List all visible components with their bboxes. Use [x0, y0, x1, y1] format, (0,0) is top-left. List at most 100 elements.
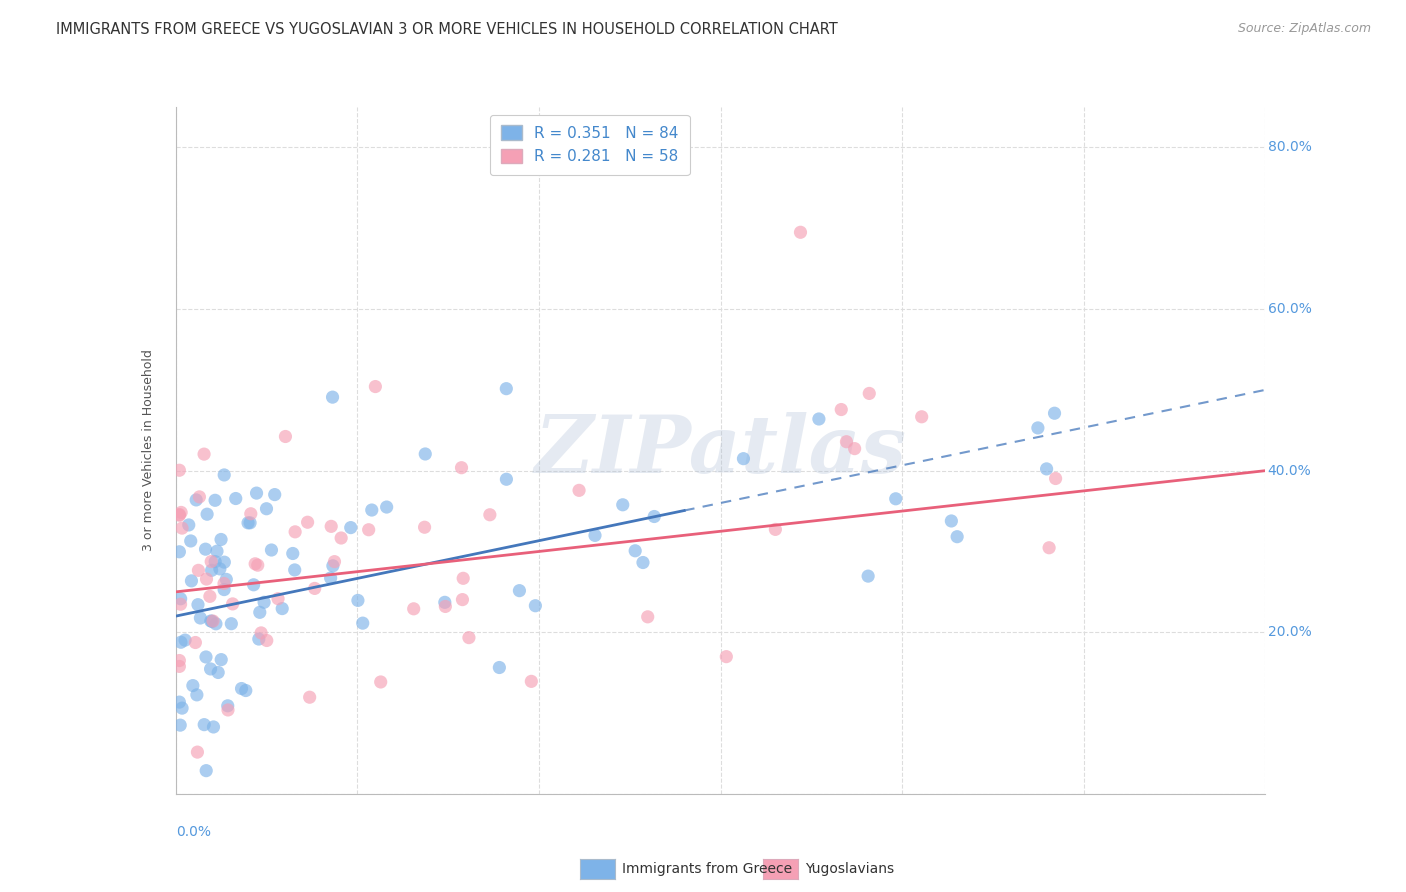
- Point: [174, 633, 197, 648]
- Point: [198, 590, 221, 604]
- Point: [568, 483, 591, 498]
- Point: [413, 447, 436, 461]
- Text: IMMIGRANTS FROM GREECE VS YUGOSLAVIAN 3 OR MORE VEHICLES IN HOUSEHOLD CORRELATIO: IMMIGRANTS FROM GREECE VS YUGOSLAVIAN 3 …: [56, 22, 838, 37]
- Point: [215, 573, 238, 587]
- Point: [263, 487, 285, 501]
- Point: [364, 379, 387, 393]
- Point: [200, 555, 222, 569]
- Point: [169, 653, 191, 667]
- Point: [243, 557, 266, 571]
- Point: [186, 745, 208, 759]
- Point: [1026, 421, 1049, 435]
- Point: [217, 698, 239, 713]
- Point: [181, 679, 204, 693]
- Point: [184, 635, 207, 649]
- Point: [170, 521, 193, 535]
- Point: [170, 505, 193, 519]
- Point: [235, 683, 257, 698]
- Point: [297, 515, 319, 529]
- Point: [169, 695, 191, 709]
- Point: [256, 501, 278, 516]
- Point: [495, 382, 517, 396]
- Point: [236, 516, 259, 530]
- Point: [217, 703, 239, 717]
- Point: [239, 507, 262, 521]
- Point: [352, 616, 374, 631]
- Point: [413, 520, 436, 534]
- Point: [201, 615, 224, 629]
- Point: [835, 434, 858, 449]
- Point: [260, 543, 283, 558]
- Text: 0.0%: 0.0%: [176, 825, 211, 838]
- Point: [193, 717, 215, 731]
- Point: [1045, 471, 1067, 485]
- Point: [190, 611, 212, 625]
- Point: [284, 524, 307, 539]
- Text: Yugoslavians: Yugoslavians: [806, 862, 894, 876]
- Point: [195, 650, 218, 665]
- Point: [524, 599, 547, 613]
- Legend: R = 0.351   N = 84, R = 0.281   N = 58: R = 0.351 N = 84, R = 0.281 N = 58: [491, 115, 689, 175]
- Text: 60.0%: 60.0%: [1268, 302, 1312, 316]
- Point: [249, 605, 271, 619]
- Point: [246, 558, 269, 573]
- Point: [195, 507, 218, 521]
- Point: [169, 508, 191, 523]
- Point: [856, 569, 879, 583]
- Point: [488, 660, 510, 674]
- Point: [271, 601, 294, 615]
- Point: [202, 720, 225, 734]
- Point: [208, 562, 231, 576]
- Point: [186, 492, 208, 507]
- Point: [209, 533, 232, 547]
- Point: [402, 602, 425, 616]
- Point: [169, 463, 191, 477]
- Point: [1035, 462, 1057, 476]
- Point: [188, 490, 211, 504]
- Point: [733, 451, 755, 466]
- Point: [347, 593, 370, 607]
- Text: 80.0%: 80.0%: [1268, 140, 1312, 154]
- Point: [180, 574, 202, 588]
- Point: [807, 412, 830, 426]
- Point: [221, 616, 243, 631]
- Point: [298, 690, 321, 705]
- Point: [253, 595, 276, 609]
- Point: [375, 500, 398, 514]
- Point: [1038, 541, 1060, 555]
- Point: [212, 576, 235, 591]
- Point: [204, 555, 226, 569]
- Point: [339, 520, 361, 534]
- Point: [172, 701, 194, 715]
- Point: [433, 595, 456, 609]
- Point: [612, 498, 634, 512]
- Point: [330, 531, 353, 545]
- Point: [231, 681, 253, 696]
- Point: [370, 675, 392, 690]
- Point: [186, 688, 208, 702]
- Point: [322, 558, 344, 573]
- Text: Source: ZipAtlas.com: Source: ZipAtlas.com: [1237, 22, 1371, 36]
- Point: [631, 556, 654, 570]
- Point: [844, 442, 866, 456]
- Point: [304, 582, 326, 596]
- Point: [478, 508, 501, 522]
- Point: [716, 649, 738, 664]
- Point: [169, 545, 191, 559]
- Point: [495, 472, 517, 486]
- Point: [321, 519, 343, 533]
- Point: [169, 718, 191, 732]
- Point: [247, 632, 270, 646]
- Point: [212, 582, 235, 597]
- Point: [187, 563, 209, 577]
- Point: [941, 514, 963, 528]
- Point: [180, 533, 202, 548]
- Point: [202, 614, 225, 628]
- Point: [284, 563, 307, 577]
- Point: [250, 626, 273, 640]
- Point: [1043, 406, 1066, 420]
- Point: [205, 616, 228, 631]
- Text: 20.0%: 20.0%: [1268, 625, 1312, 640]
- Point: [508, 583, 530, 598]
- Point: [194, 542, 217, 557]
